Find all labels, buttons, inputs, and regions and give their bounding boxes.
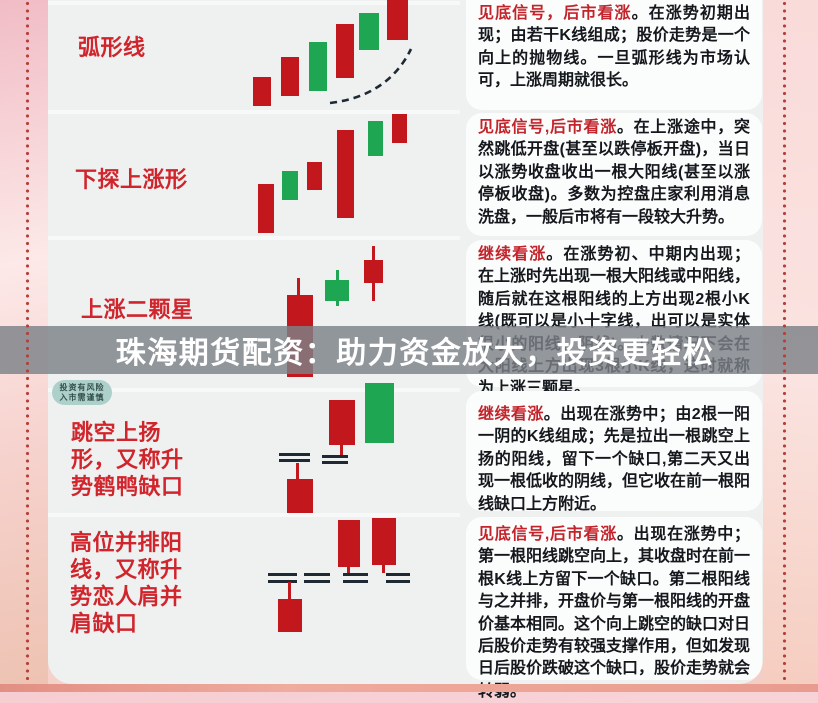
- signal-highlight: 见底信号，后市看涨: [478, 5, 632, 22]
- pattern-name-gap-up: 跳空上扬形，又称升势鹤鸭缺口: [71, 420, 184, 499]
- signal-highlight: 见底信号,后市看涨: [478, 526, 617, 543]
- row-divider: [48, 388, 460, 392]
- row-divider: [48, 513, 460, 517]
- signal-highlight: 继续看涨: [478, 406, 544, 423]
- row-divider: [48, 236, 460, 240]
- pattern-description-arc-line: 见底信号，后市看涨。在涨势初期出现；由若干K线组成；股价走势是一个向上的抛物线。…: [466, 0, 762, 110]
- right-dotted-line: [782, 0, 787, 692]
- pattern-description-probe-up: 见底信号,后市看涨。在上涨途中，突然跳低开盘(甚至以跌停板开盘)，当日以涨势收盘…: [466, 113, 762, 236]
- pattern-description-gap-up: 继续看涨。出现在涨势中；由2根一阳一阴的K线组成；先是拉出一根跳空上扬的阳线，留…: [466, 391, 762, 513]
- row-divider: [48, 110, 460, 114]
- description-text: 。在涨势初、中期内出现；在上涨时先出现一根大阳线或中阳线，随后就在这根阳线的上方…: [478, 246, 751, 398]
- risk-warning-line1: 投资有风险: [59, 382, 105, 392]
- description-text: 。在上涨途中，突然跳低开盘(甚至以跌停板开盘)，当日以涨势收盘收出一根大阳线(甚…: [478, 119, 750, 226]
- watermark-band: 珠海期货配资：助力资金放大，投资更轻松: [0, 326, 818, 374]
- pattern-description-parallel-yang: 见底信号,后市看涨。出现在涨势中；第一根阳线跳空向上，其收盘时在前一根K线上方留…: [466, 517, 762, 700]
- row-divider: [48, 1, 460, 5]
- pattern-name-two-stars: 上涨二颗星: [81, 297, 194, 322]
- pattern-name-parallel-yang: 高位并排阳线，又称升势恋人肩并肩缺口: [70, 530, 183, 636]
- pattern-name-arc-line: 弧形线: [78, 35, 146, 60]
- risk-warning-badge: 投资有风险 入市需谨慎: [52, 380, 112, 405]
- bottom-strip: [0, 684, 818, 692]
- risk-warning-line2: 入市需谨慎: [59, 392, 105, 402]
- description-text: 。出现在涨势中；由2根一阳一阴的K线组成；先是拉出一根跳空上扬的阳线，留下一个缺…: [478, 406, 751, 513]
- left-dotted-line: [25, 0, 30, 692]
- signal-highlight: 见底信号,后市看涨: [478, 119, 617, 136]
- description-text: 。出现在涨势中；第一根阳线跳空向上，其收盘时在前一根K线上方留下一个缺口。第二根…: [478, 526, 751, 700]
- pattern-name-probe-up: 下探上涨形: [75, 167, 188, 192]
- description-text: 。在涨势初期出现；由若干K线组成；股价走势是一个向上的抛物线。一旦弧形线为市场认…: [478, 5, 750, 90]
- signal-highlight: 继续看涨: [478, 246, 547, 263]
- watermark-text: 珠海期货配资：助力资金放大，投资更轻松: [115, 337, 715, 370]
